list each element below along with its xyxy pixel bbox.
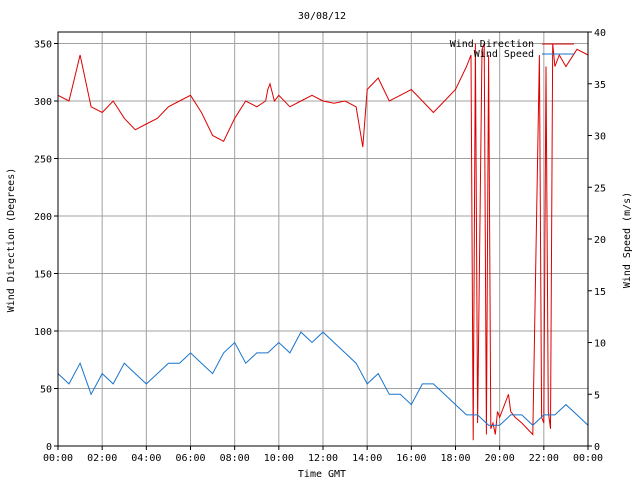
y-axis-label-right: Wind Speed (m/s) [622,192,633,288]
y-left-tick-label: 150 [34,270,52,281]
y-left-tick-label: 250 [34,155,52,166]
x-tick-label: 18:00 [440,453,470,464]
x-tick-label: 00:00 [573,453,603,464]
x-tick-label: 02:00 [87,453,117,464]
legend-label: Wind Direction [450,39,534,50]
series-line-wind-speed [57,331,589,426]
y-left-tick-label: 0 [46,442,52,453]
x-tick-label: 20:00 [485,453,515,464]
y-left-tick-label: 300 [34,97,52,108]
y-right-tick-label: 35 [594,80,606,91]
y-axis-right: 0 5 10 15 20 25 30 35 40 [588,28,606,453]
y-right-tick-label: 20 [594,235,606,246]
legend-label: Wind Speed [474,49,534,60]
y-right-tick-label: 5 [594,390,600,401]
x-tick-label: 16:00 [396,453,426,464]
x-tick-label: 00:00 [43,453,73,464]
y-right-tick-label: 0 [594,442,600,453]
y-left-tick-label: 100 [34,327,52,338]
x-tick-label: 08:00 [220,453,250,464]
y-axis-label-left: Wind Direction (Degrees) [6,168,17,313]
x-axis-label: Time GMT [298,469,346,480]
y-right-tick-label: 40 [594,28,606,39]
y-axis-left: 0 50 100 150 200 250 300 350 [34,40,58,453]
x-tick-label: 04:00 [131,453,161,464]
x-axis: 00:00 02:00 04:00 06:00 08:00 10:00 12:00 14:00… [43,446,603,464]
x-tick-label: 10:00 [264,453,294,464]
x-tick-label: 22:00 [529,453,559,464]
y-right-tick-label: 15 [594,287,606,298]
chart-title: 30/08/12 [298,11,346,22]
y-right-tick-label: 30 [594,132,606,143]
x-tick-label: 12:00 [308,453,338,464]
y-right-tick-label: 10 [594,339,606,350]
y-left-tick-label: 50 [40,385,52,396]
y-right-tick-label: 25 [594,183,606,194]
x-tick-label: 14:00 [352,453,382,464]
grid [57,32,589,447]
x-tick-label: 06:00 [175,453,205,464]
series-lines [57,43,589,441]
y-left-tick-label: 350 [34,40,52,51]
y-left-tick-label: 200 [34,212,52,223]
series-line-wind-direction [57,43,589,441]
